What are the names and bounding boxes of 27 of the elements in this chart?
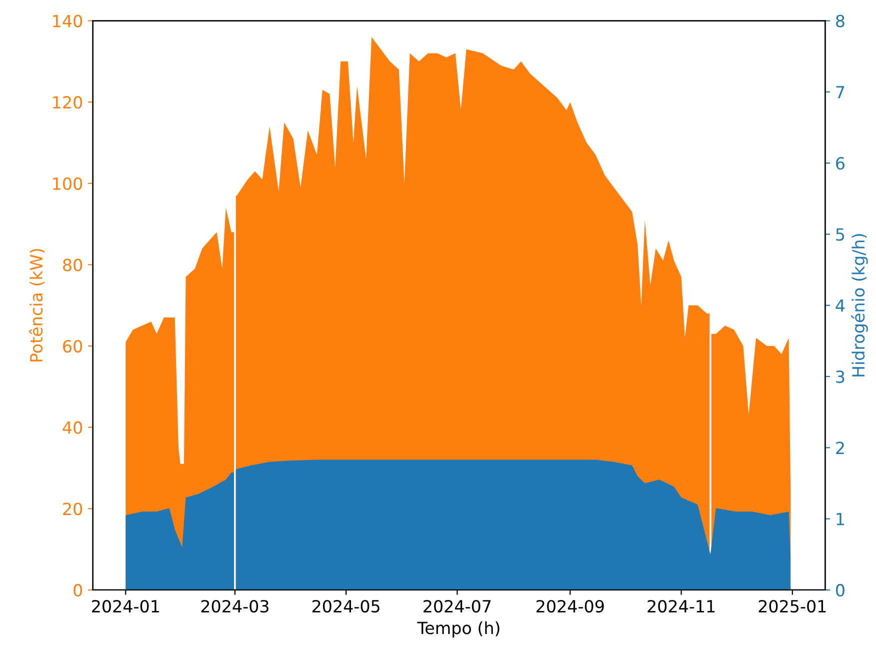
x-tick-label: 2024-07	[424, 600, 491, 613]
y-tick-label: 0	[74, 584, 82, 597]
y2-tick-label: 5	[836, 228, 844, 241]
y-tick-label: 60	[63, 340, 82, 353]
x-axis-title: Tempo (h)	[417, 621, 500, 638]
x-tick-label: 2024-01	[92, 600, 159, 613]
y-tick-label: 20	[63, 502, 82, 516]
y2-tick-label: 0	[836, 584, 844, 597]
x-tick-label: 2025-01	[758, 600, 826, 613]
y-axis-title: Potência (kW)	[28, 249, 44, 362]
y2-tick-label: 2	[836, 442, 844, 454]
x-tick-label: 2024-05	[312, 600, 380, 613]
x-tick-label: 2024-11	[648, 600, 715, 613]
y2-tick-label: 4	[836, 300, 845, 312]
y2-tick-label: 6	[836, 157, 844, 170]
y-tick-label: 40	[62, 421, 82, 434]
y-tick-label: 100	[53, 177, 82, 190]
y2-tick-label: 1	[836, 512, 844, 526]
y2-tick-label: 8	[836, 14, 844, 28]
y-tick-label: 120	[53, 96, 82, 109]
x-tick-label: 2024-09	[536, 600, 604, 613]
x-tick-label: 2024-03	[201, 600, 268, 613]
y2-axis-title: Hidrogénio (kg/h)	[851, 234, 868, 376]
y-tick-label: 80	[63, 258, 82, 272]
y-tick-label: 140	[53, 14, 82, 28]
y2-tick-label: 3	[836, 370, 844, 384]
y2-tick-label: 7	[836, 86, 844, 98]
